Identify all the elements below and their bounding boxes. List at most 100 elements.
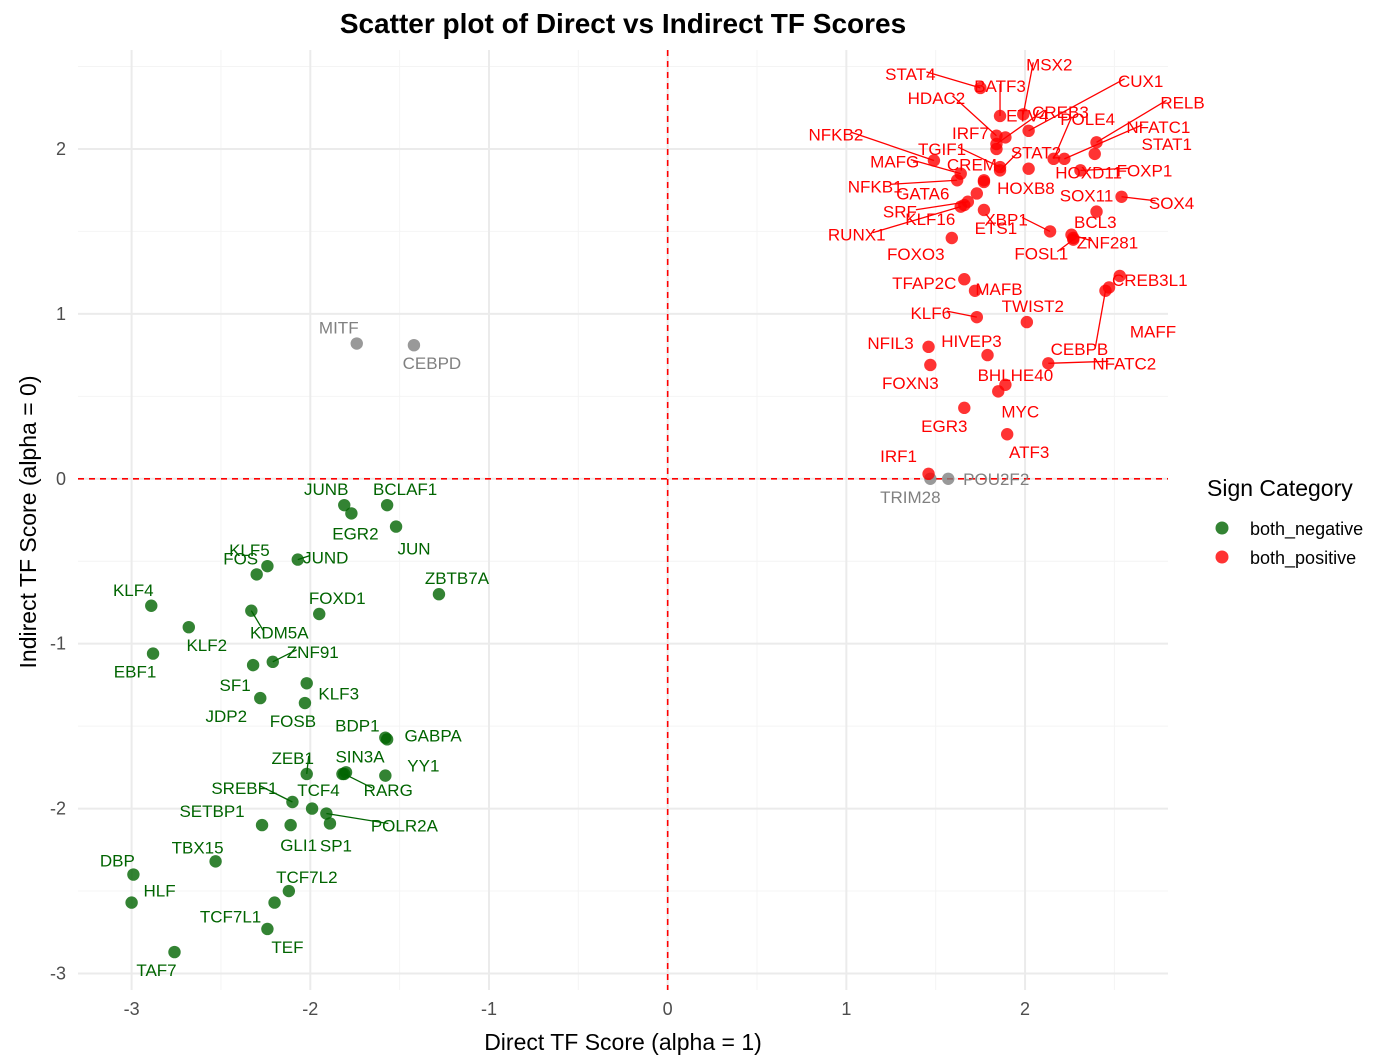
y-tick-label: 0 bbox=[56, 469, 66, 489]
label-bhlhe40: BHLHE40 bbox=[978, 366, 1054, 385]
label-jund: JUND bbox=[303, 549, 348, 568]
label-xbp1: XBP1 bbox=[984, 210, 1027, 229]
point-nfkb2 bbox=[927, 154, 941, 167]
label-irf7: IRF7 bbox=[952, 124, 989, 143]
label-ets1: ETS1 bbox=[975, 219, 1018, 238]
label-pole4: POLE4 bbox=[1060, 110, 1115, 129]
point-sf1 bbox=[246, 658, 260, 672]
label-yy1: YY1 bbox=[407, 757, 439, 776]
point-egr2 bbox=[345, 507, 358, 520]
point-jund bbox=[291, 553, 304, 566]
point-foxd1 bbox=[313, 607, 326, 621]
point-irf7 bbox=[990, 142, 1003, 156]
leader-nfkb1 bbox=[891, 179, 958, 185]
point-unlabeled-41 bbox=[305, 802, 319, 815]
point-pole4 bbox=[1047, 152, 1060, 166]
label-dbp: DBP bbox=[100, 852, 135, 871]
point-pou2f2 bbox=[942, 472, 955, 485]
point-stat4 bbox=[974, 81, 987, 95]
x-tick-label: -2 bbox=[302, 999, 318, 1019]
label-bclaf1: BCLAF1 bbox=[373, 480, 437, 499]
point-atf3 bbox=[1000, 428, 1014, 441]
label-cux1: CUX1 bbox=[1118, 72, 1163, 91]
label-irf1: IRF1 bbox=[880, 447, 917, 466]
label-znf281: ZNF281 bbox=[1077, 234, 1138, 253]
label-gabpa: GABPA bbox=[404, 726, 462, 745]
point-fosb bbox=[298, 696, 312, 710]
point-creb3l1 bbox=[1113, 269, 1126, 283]
label-tbx15: TBX15 bbox=[172, 838, 224, 857]
label-foxn3: FOXN3 bbox=[882, 374, 939, 393]
point-hoxd11 bbox=[1022, 162, 1035, 175]
point-ets1 bbox=[977, 203, 991, 217]
label-klf3: KLF3 bbox=[318, 684, 359, 703]
label-nfatc1: NFATC1 bbox=[1126, 118, 1190, 137]
label-bdp1: BDP1 bbox=[335, 717, 379, 736]
point-nfatc1 bbox=[1058, 152, 1071, 166]
leader-foxp1 bbox=[1080, 167, 1129, 172]
point-tcf7l2 bbox=[282, 884, 296, 898]
point-yy1 bbox=[379, 769, 392, 782]
label-srebf1: SREBF1 bbox=[211, 779, 277, 798]
leader-cebpb bbox=[1094, 290, 1107, 347]
y-tick-label: 2 bbox=[56, 139, 66, 159]
point-dbp bbox=[127, 868, 140, 881]
point-srebf1 bbox=[286, 795, 299, 809]
point-stat2 bbox=[993, 164, 1007, 177]
point-myc bbox=[992, 385, 1005, 398]
label-hoxd11: HOXD11 bbox=[1055, 164, 1122, 183]
legend-title: Sign Category bbox=[1207, 475, 1353, 501]
label-tcf7l2: TCF7L2 bbox=[276, 868, 337, 887]
label-kdm5a: KDM5A bbox=[250, 624, 309, 643]
point-sp1 bbox=[323, 817, 337, 830]
label-stat2: STAT2 bbox=[1011, 143, 1061, 162]
label-batf3: BATF3 bbox=[974, 77, 1026, 96]
point-relb bbox=[1090, 136, 1103, 149]
point-jdp2 bbox=[254, 691, 267, 705]
label-polr2a: POLR2A bbox=[371, 817, 439, 836]
point-gata6 bbox=[970, 187, 984, 200]
y-tick-label: -1 bbox=[50, 634, 66, 654]
point-msx2 bbox=[1017, 108, 1030, 121]
point-labels: MITF CEBPD TRIM28 POU2F2 JUNB BCLAF1 EGR2 JUN JU… bbox=[100, 55, 1205, 980]
label-cebpd: CEBPD bbox=[403, 354, 462, 373]
label-atf3: ATF3 bbox=[1009, 443, 1049, 462]
label-creb3: CREB3 bbox=[1032, 103, 1089, 122]
label-mafg: MAFG bbox=[870, 153, 919, 172]
point-cux1 bbox=[1022, 124, 1035, 138]
point-batf3 bbox=[993, 109, 1007, 123]
point-egr3 bbox=[958, 401, 971, 415]
point-klf6 bbox=[970, 310, 984, 324]
point-gli1 bbox=[284, 818, 297, 832]
point-nfatc2 bbox=[1042, 357, 1055, 370]
label-stat4: STAT4 bbox=[885, 65, 935, 84]
label-ebf1: EBF1 bbox=[114, 663, 157, 682]
label-gata6: GATA6 bbox=[896, 184, 949, 203]
point-xbp1 bbox=[1043, 225, 1057, 238]
label-twist2: TWIST2 bbox=[1002, 297, 1064, 316]
y-axis-title: Indirect TF Score (alpha = 0) bbox=[15, 376, 41, 669]
reference-lines bbox=[78, 50, 1168, 990]
label-myc: MYC bbox=[1001, 402, 1039, 421]
point-kdm5a bbox=[245, 604, 258, 617]
y-tick-label: -2 bbox=[50, 799, 66, 819]
label-foxo3: FOXO3 bbox=[887, 245, 945, 264]
leader-stat4 bbox=[926, 71, 981, 89]
label-etv4: ETV4 bbox=[1006, 106, 1049, 125]
label-hlf: HLF bbox=[144, 882, 176, 901]
label-klf16: KLF16 bbox=[905, 210, 955, 229]
point-rarg bbox=[338, 767, 351, 781]
label-bcl3: BCL3 bbox=[1074, 213, 1117, 232]
label-nfkb2: NFKB2 bbox=[809, 125, 864, 144]
label-znf91: ZNF91 bbox=[287, 643, 339, 662]
point-znf91 bbox=[266, 655, 279, 669]
label-klf4: KLF4 bbox=[113, 581, 154, 600]
x-tick-label: -3 bbox=[124, 999, 140, 1019]
label-tcf4: TCF4 bbox=[297, 781, 340, 800]
point-cebpd bbox=[407, 338, 421, 352]
label-tef: TEF bbox=[271, 938, 303, 957]
label-sox4: SOX4 bbox=[1149, 194, 1194, 213]
point-nfil3 bbox=[922, 340, 935, 354]
leader-runx1 bbox=[872, 206, 961, 234]
